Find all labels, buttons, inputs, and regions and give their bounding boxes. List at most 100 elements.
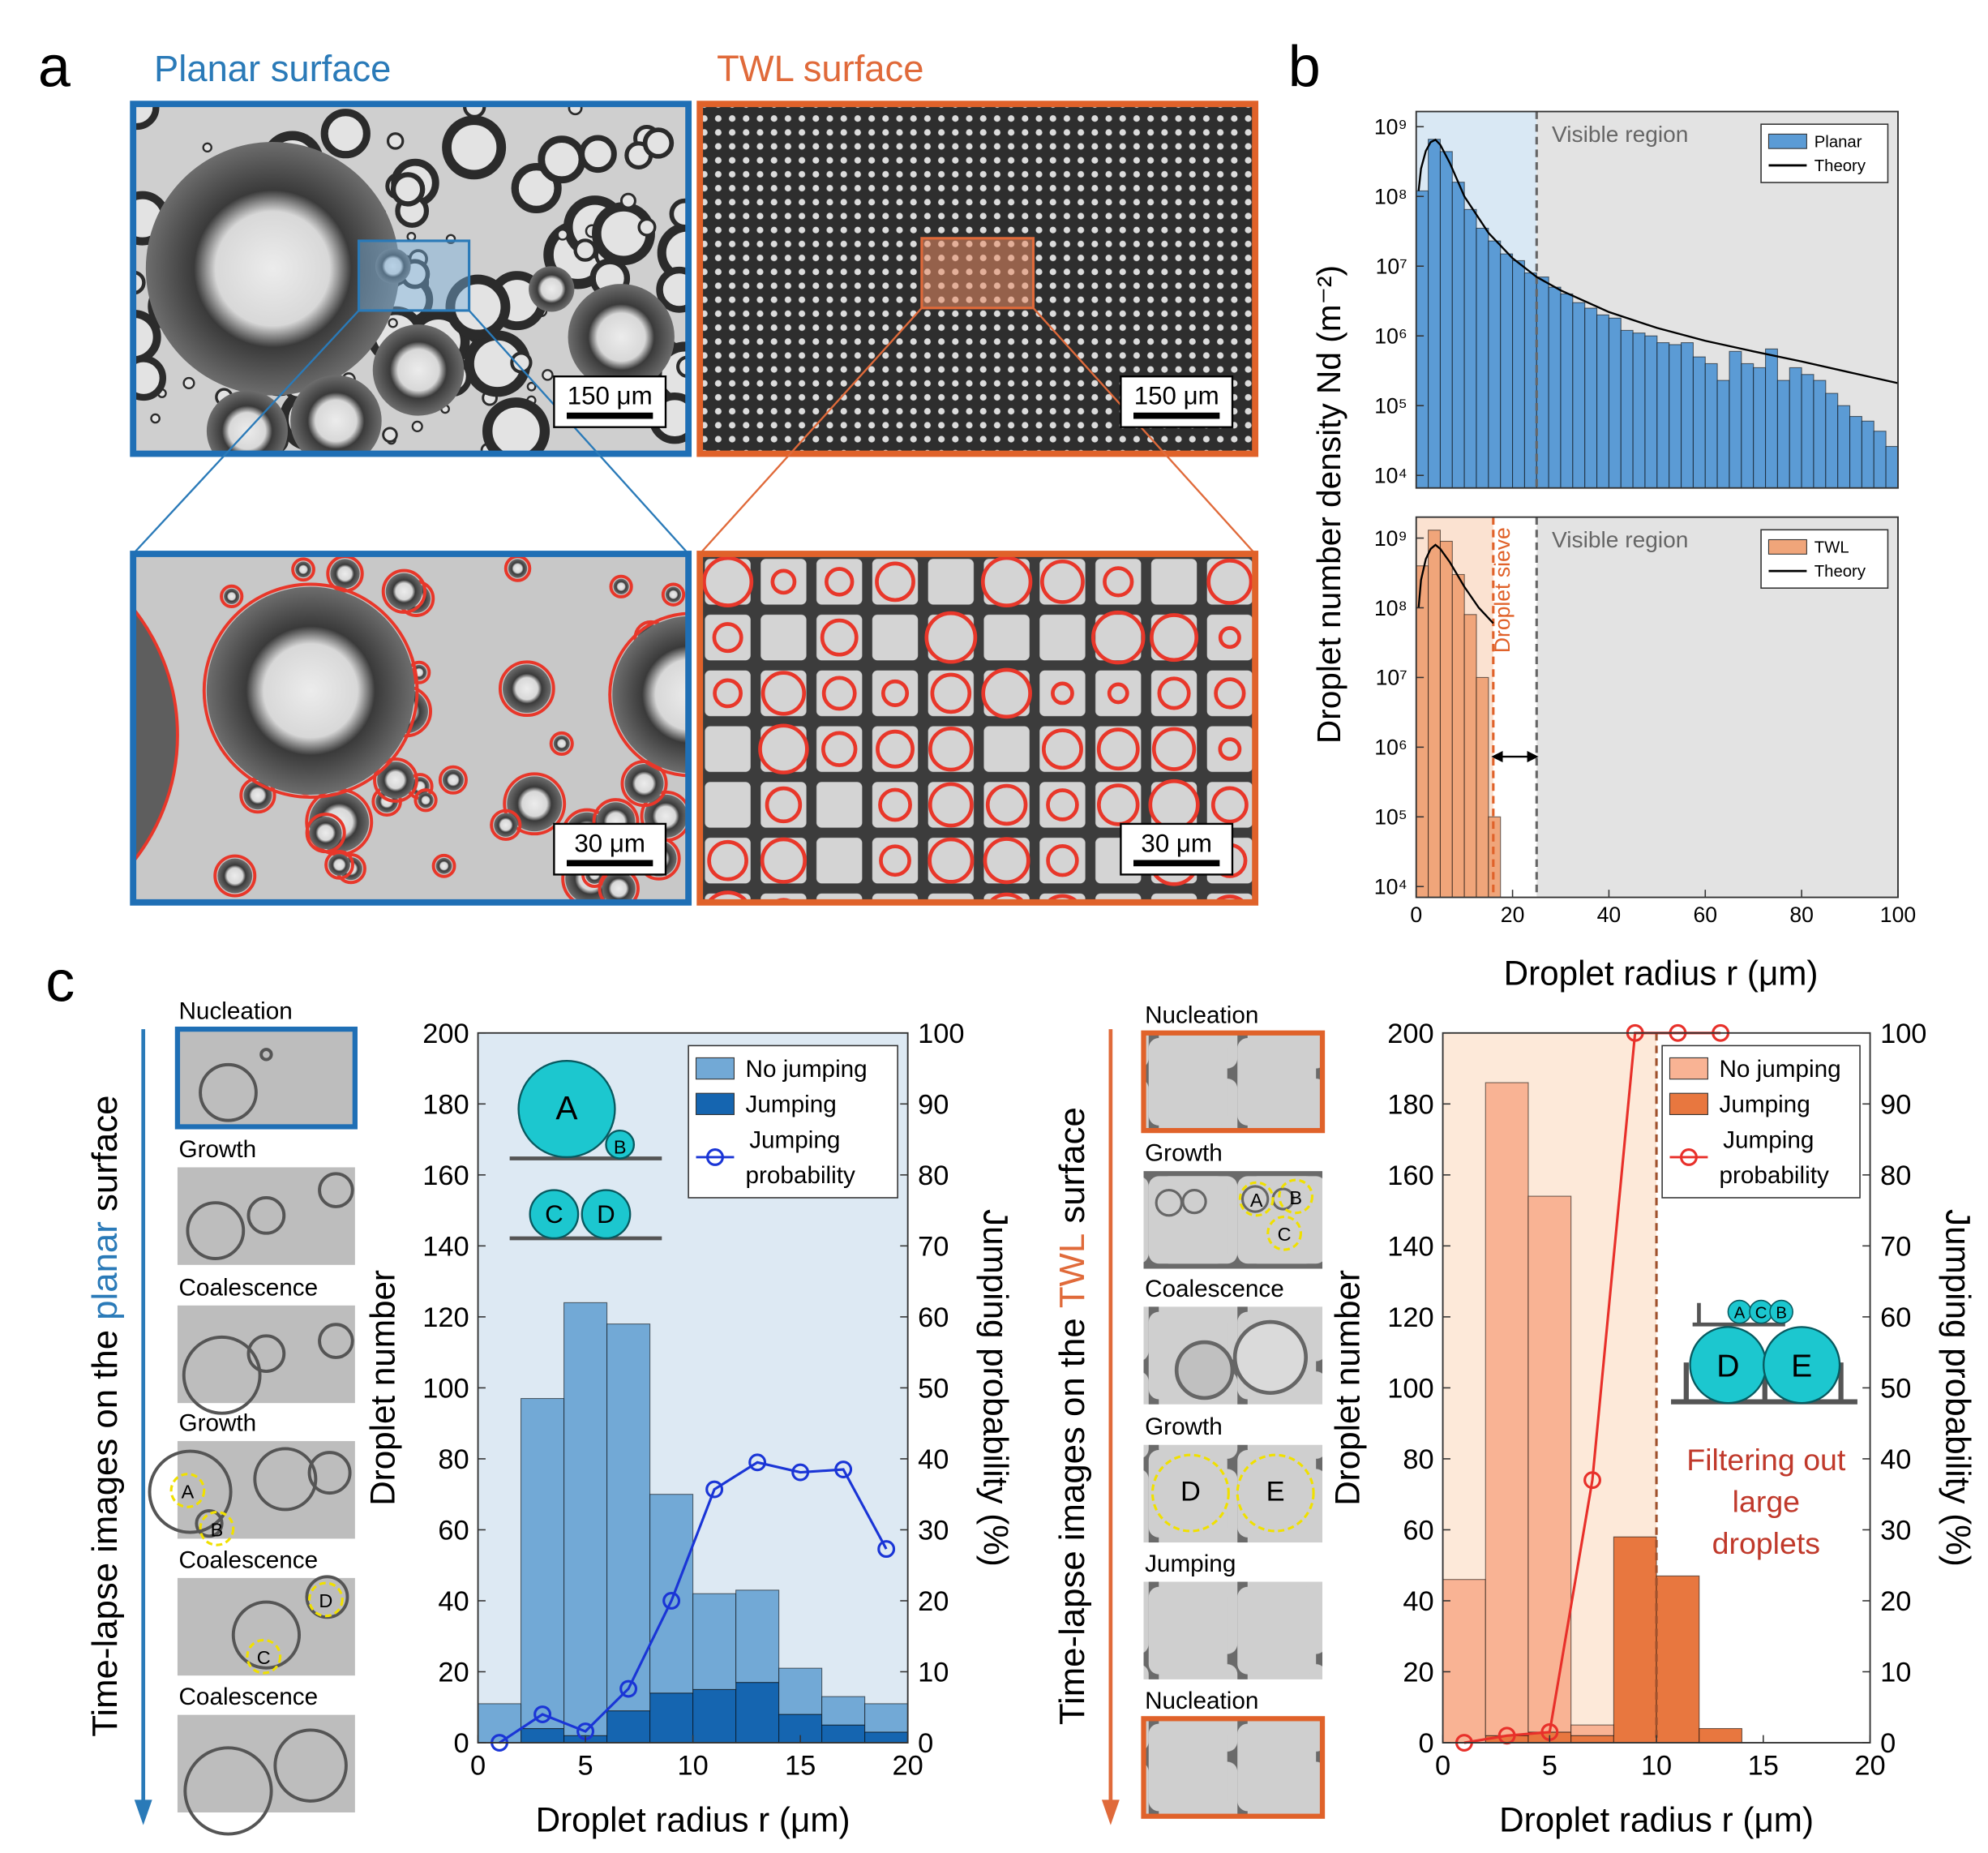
plot-frame xyxy=(1415,110,1899,489)
y-tick-label: 10⁷ xyxy=(1376,666,1407,690)
bar xyxy=(1861,420,1874,489)
bar xyxy=(606,1710,651,1744)
step-caption: Nucleation xyxy=(178,998,292,1025)
bar xyxy=(1572,302,1586,489)
detected-outline xyxy=(1206,558,1253,605)
bar xyxy=(606,1323,651,1712)
y-tick-label: 120 xyxy=(1387,1302,1433,1333)
cell xyxy=(1237,1176,1317,1264)
legend-label-line: Jumping xyxy=(749,1126,847,1153)
cell xyxy=(1148,1038,1228,1126)
side-label-part: Time-lapse images on the xyxy=(1052,1308,1092,1725)
droplet-letter: D xyxy=(319,1590,332,1611)
time-lapse-image xyxy=(1143,1171,1323,1269)
bar xyxy=(1596,314,1609,489)
time-lapse-image xyxy=(174,1026,358,1130)
bar xyxy=(821,1724,866,1744)
y2-tick-label: 60 xyxy=(918,1302,949,1333)
y-tick-label: 40 xyxy=(438,1586,469,1617)
bar xyxy=(1416,565,1429,899)
detected-outline xyxy=(1051,681,1074,706)
droplet-icon xyxy=(529,1189,580,1240)
y-tick-label: 0 xyxy=(1418,1728,1433,1759)
droplet xyxy=(382,427,398,443)
plot-frame xyxy=(1415,516,1899,899)
droplet-letter: E xyxy=(1791,1349,1812,1383)
y-tick-label: 10⁷ xyxy=(1376,255,1407,279)
detected-outline xyxy=(928,726,974,772)
droplet xyxy=(624,764,664,804)
detected-outline xyxy=(880,679,910,707)
schematics: ABC DA C BD E xyxy=(509,1059,1857,1405)
droplet-letter: C xyxy=(1278,1224,1292,1245)
cell xyxy=(1237,1038,1317,1126)
droplet xyxy=(529,266,575,312)
droplet-letter: D xyxy=(1716,1349,1739,1383)
detected-outline xyxy=(821,676,857,711)
detected-outline xyxy=(983,837,1030,885)
time-lapse-image xyxy=(148,1441,355,1539)
detected-outline xyxy=(712,622,743,654)
droplet xyxy=(148,1449,233,1534)
droplet xyxy=(386,132,405,150)
time-lapse-image xyxy=(177,1167,355,1265)
scale-bar-label: 30 μm xyxy=(1141,829,1212,857)
bar xyxy=(1527,1195,1572,1733)
detected-outline xyxy=(549,731,574,756)
y-tick-label: 180 xyxy=(422,1089,469,1120)
detected-outline xyxy=(705,890,750,903)
x-tick-label: 5 xyxy=(1542,1751,1557,1782)
droplet-letter: D xyxy=(597,1200,615,1229)
droplet-letter: A xyxy=(555,1089,578,1126)
detected-outline xyxy=(760,837,807,884)
cell xyxy=(1148,1449,1228,1538)
legend-label-line: probability xyxy=(1719,1162,1829,1189)
legend-label-line: Jumping xyxy=(1723,1126,1821,1153)
dashed-outline xyxy=(307,1581,344,1618)
detected-outline xyxy=(924,611,978,664)
detected-outline xyxy=(1097,783,1140,826)
bar xyxy=(1463,208,1477,489)
step-caption: Coalescence xyxy=(178,1546,318,1573)
detected-outline xyxy=(498,660,555,718)
droplet xyxy=(442,769,464,791)
x-tick-label: 10 xyxy=(1641,1751,1672,1782)
y2-tick-label: 80 xyxy=(1880,1160,1911,1191)
dashed-outline xyxy=(199,1511,235,1546)
dashed-outline xyxy=(1150,1453,1230,1533)
side-label: Time-lapse images on the TWL surface xyxy=(1052,1078,1092,1774)
detected-outline xyxy=(885,907,905,926)
scale-bar-label: 150 μm xyxy=(1134,382,1219,410)
bar xyxy=(1656,342,1670,489)
bar xyxy=(1729,350,1742,489)
dashed-outline xyxy=(1266,1215,1302,1251)
step-caption: Growth xyxy=(178,1136,256,1163)
arrow-head xyxy=(134,1799,152,1825)
bar xyxy=(1741,362,1754,489)
y-tick-label: 10⁵ xyxy=(1374,394,1407,418)
detected-outline xyxy=(1041,728,1083,770)
legend-swatch xyxy=(1680,1148,1698,1166)
detected-outline xyxy=(1151,727,1197,771)
series-line xyxy=(499,1461,888,1744)
y-tick-label: 200 xyxy=(422,1019,469,1049)
side-label-part: surface xyxy=(85,1096,125,1222)
panel-label: b xyxy=(1288,34,1321,99)
substrate xyxy=(1671,1362,1857,1405)
point xyxy=(533,1705,552,1723)
legend-label: No jumping xyxy=(1719,1056,1840,1083)
detected-outline xyxy=(1090,610,1146,665)
y2-tick-label: 90 xyxy=(918,1089,949,1120)
droplet-letter: B xyxy=(1776,1304,1787,1322)
y-tick-label: 10⁶ xyxy=(1374,736,1407,760)
series-line xyxy=(1417,543,1494,624)
detected-outline xyxy=(1046,844,1079,877)
side-label-part: Time-lapse images on the xyxy=(85,1320,125,1737)
bar xyxy=(1681,342,1694,489)
detected-outline xyxy=(713,678,743,709)
detected-outline xyxy=(702,555,754,607)
bar xyxy=(1570,1735,1614,1744)
legend-swatch xyxy=(1767,538,1807,555)
bar xyxy=(1548,286,1562,489)
